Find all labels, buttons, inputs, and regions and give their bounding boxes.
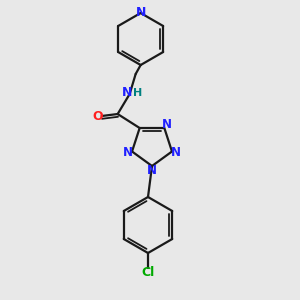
Text: H: H [133, 88, 142, 98]
Text: O: O [92, 110, 103, 122]
Text: N: N [136, 5, 146, 19]
Text: N: N [162, 118, 172, 131]
Text: N: N [122, 85, 132, 98]
Text: N: N [147, 164, 157, 176]
Text: N: N [171, 146, 181, 159]
Text: Cl: Cl [141, 266, 154, 280]
Text: N: N [123, 146, 133, 159]
